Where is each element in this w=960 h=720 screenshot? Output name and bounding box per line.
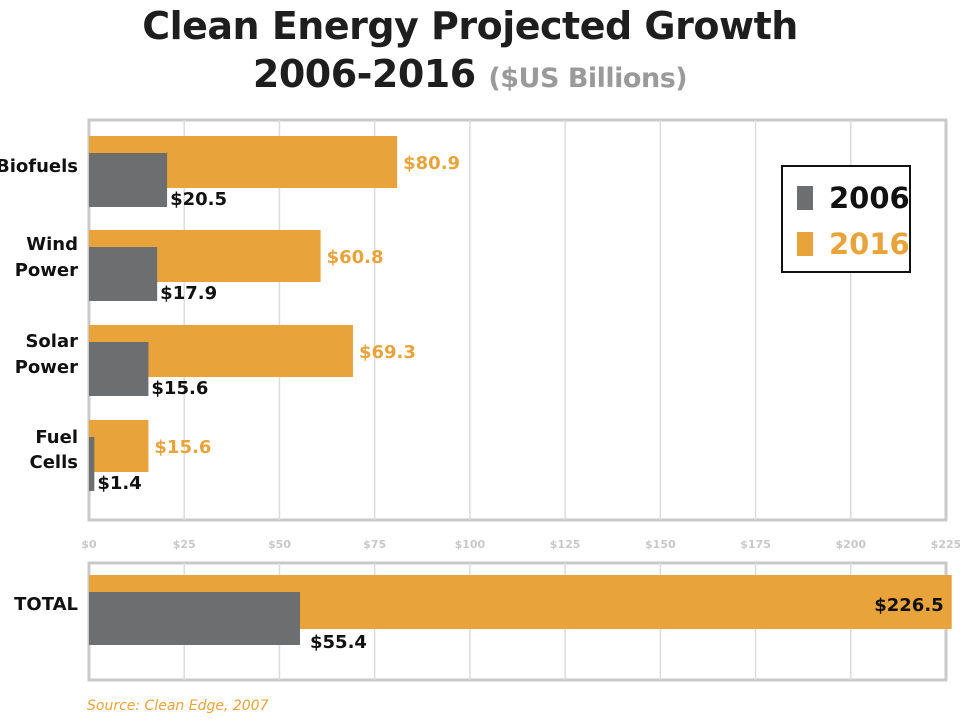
legend-label-2006: 2006 (829, 181, 910, 215)
total-label: TOTAL (14, 594, 78, 615)
title-line-2: 2006-2016 ($US Billions) (0, 50, 940, 103)
x-tick-label: $25 (173, 538, 196, 551)
legend: 2006 2016 (781, 165, 911, 273)
total-data-label-2016: $226.5 (874, 595, 943, 616)
bar-2006 (89, 342, 149, 396)
title-line-1: Clean Energy Projected Growth (142, 4, 798, 48)
legend-label-2016: 2016 (829, 227, 910, 261)
bar-2006 (89, 437, 95, 491)
category-label: Power (15, 357, 78, 378)
x-tick-label: $150 (645, 538, 676, 551)
x-tick-label: $200 (835, 538, 866, 551)
data-label-2006: $1.4 (97, 473, 141, 494)
x-tick-label: $175 (740, 538, 771, 551)
legend-item-2006: 2006 (797, 181, 910, 215)
legend-item-2016: 2016 (797, 227, 910, 261)
title-years: 2006-2016 (252, 52, 476, 96)
category-label: Wind (26, 234, 78, 255)
x-tick-label: $0 (81, 538, 97, 551)
data-label-2016: $80.9 (403, 153, 460, 174)
bar-2006 (89, 247, 158, 301)
data-label-2016: $60.8 (327, 247, 384, 268)
x-tick-label: $225 (931, 538, 960, 551)
x-tick-label: $50 (268, 538, 291, 551)
category-label: Cells (30, 452, 78, 473)
total-data-label-2006: $55.4 (310, 632, 367, 653)
x-tick-label: $125 (550, 538, 581, 551)
data-label-2016: $15.6 (154, 437, 211, 458)
x-tick-label: $75 (363, 538, 386, 551)
bar-2006 (89, 153, 168, 207)
category-label: Power (15, 260, 78, 281)
x-tick-label: $100 (455, 538, 486, 551)
data-label-2006: $17.9 (160, 283, 217, 304)
category-label: Biofuels (0, 156, 78, 177)
data-label-2006: $20.5 (170, 189, 227, 210)
data-label-2006: $15.6 (151, 378, 208, 399)
legend-swatch-2016 (797, 232, 813, 256)
total-bar-2006 (89, 592, 301, 645)
data-label-2016: $69.3 (359, 342, 416, 363)
legend-swatch-2006 (797, 186, 813, 210)
category-label: Solar (25, 331, 78, 352)
source-note: Source: Clean Edge, 2007 (87, 698, 269, 714)
chart-title: Clean Energy Projected Growth 2006-2016 … (0, 2, 940, 103)
bar-2016 (89, 420, 149, 472)
category-label: Fuel (35, 427, 78, 448)
title-unit: ($US Billions) (488, 63, 688, 94)
